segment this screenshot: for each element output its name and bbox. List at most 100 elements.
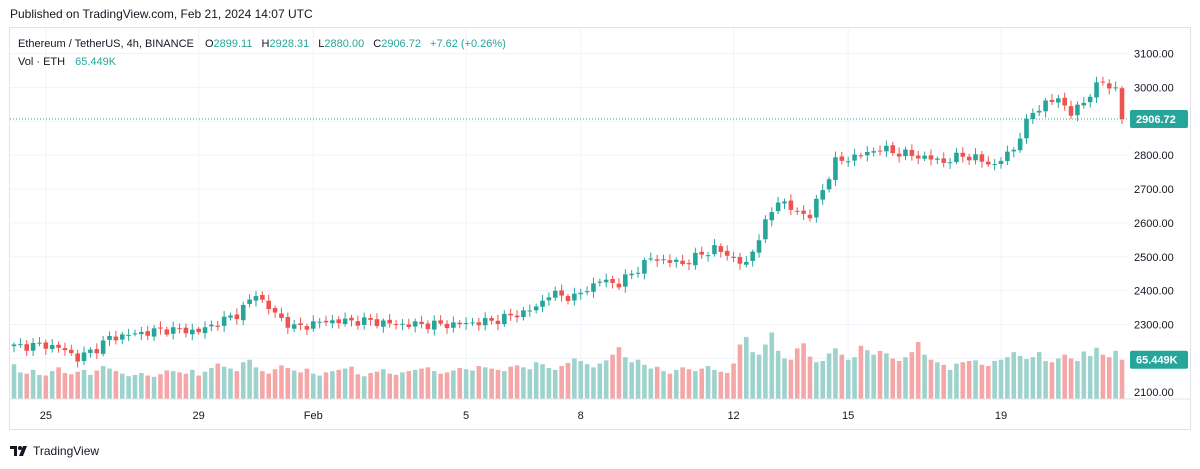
- volume-bar: [323, 372, 329, 399]
- volume-bar: [342, 368, 348, 399]
- volume-bar: [552, 369, 558, 399]
- volume-bar: [145, 375, 151, 399]
- volume-bar: [81, 369, 87, 399]
- candle-body: [431, 320, 437, 330]
- volume-bar: [514, 365, 520, 399]
- volume-bar: [183, 373, 189, 399]
- volume-bar: [1087, 355, 1093, 399]
- candle-body: [737, 256, 743, 264]
- volume-bar: [584, 364, 590, 399]
- candle-body: [393, 324, 399, 326]
- volume-bar: [177, 372, 182, 399]
- volume-bar: [979, 364, 985, 399]
- candle-body: [546, 297, 552, 301]
- volume-bar: [349, 366, 354, 399]
- volume-bar: [699, 368, 705, 399]
- volume-bar: [100, 366, 106, 399]
- candle-body: [406, 324, 412, 328]
- volume-bar: [266, 373, 272, 399]
- price-tick-label: 2400.00: [1134, 286, 1174, 298]
- candle-body: [183, 327, 189, 334]
- candle-body: [56, 344, 61, 348]
- volume-bar: [470, 370, 475, 399]
- volume-bar: [737, 344, 743, 399]
- volume-bar: [559, 366, 564, 399]
- volume-bar: [1081, 351, 1087, 399]
- candle-body: [132, 333, 138, 335]
- candle-body: [1030, 112, 1036, 119]
- candle-body: [903, 149, 908, 157]
- legend-volume-label: Vol · ETH: [18, 56, 66, 68]
- volume-bar: [680, 367, 685, 399]
- volume-bar: [49, 371, 55, 399]
- volume-bar: [973, 360, 978, 399]
- volume-bar: [438, 373, 443, 399]
- volume-bar: [985, 366, 991, 399]
- candle-body: [196, 328, 201, 333]
- candle-body: [1036, 110, 1042, 113]
- price-tick-label: 2500.00: [1134, 252, 1174, 264]
- volume-bar: [368, 373, 373, 399]
- volume-bar: [1094, 347, 1099, 399]
- volume-bar: [642, 364, 647, 399]
- candle-body: [552, 290, 558, 298]
- candle-body: [260, 295, 265, 300]
- volume-bar: [279, 365, 284, 399]
- volume-bar: [190, 369, 195, 399]
- volume-bar: [139, 373, 144, 399]
- volume-bar: [43, 375, 49, 399]
- volume-bar: [826, 353, 832, 399]
- volume-bar: [1005, 357, 1010, 399]
- volume-bar: [801, 343, 806, 399]
- candle-body: [438, 320, 443, 324]
- volume-bar: [858, 345, 864, 399]
- candle-body: [425, 323, 431, 330]
- volume-bar: [1043, 361, 1048, 399]
- price-tick-label: 2700.00: [1134, 184, 1174, 196]
- chart-frame[interactable]: 3100.003000.002900.002800.002700.002600.…: [9, 27, 1191, 430]
- candle-body: [572, 293, 577, 301]
- volume-bar: [693, 371, 698, 399]
- candle-body: [457, 322, 463, 325]
- candle-body: [985, 161, 991, 165]
- volume-bar: [463, 369, 469, 399]
- volume-bar: [336, 369, 342, 399]
- volume-bar: [890, 358, 896, 399]
- candle-body: [680, 260, 685, 265]
- candle-body: [349, 317, 354, 321]
- candlestick-chart[interactable]: 3100.003000.002900.002800.002700.002600.…: [10, 28, 1190, 429]
- candle-body: [648, 258, 654, 260]
- candle-body: [495, 320, 501, 325]
- candle-body: [374, 319, 380, 327]
- candle-body: [820, 190, 826, 200]
- volume-bar: [1119, 359, 1125, 399]
- volume-bar: [132, 374, 138, 399]
- volume-bar: [915, 342, 921, 399]
- candle-body: [75, 353, 80, 362]
- candle-body: [470, 322, 475, 324]
- candle-body: [1094, 82, 1099, 98]
- tradingview-logo[interactable]: TradingView: [10, 444, 99, 458]
- candle-body: [489, 318, 494, 321]
- candle-body: [215, 325, 221, 327]
- volume-bar: [202, 371, 208, 399]
- candle-body: [240, 304, 246, 321]
- volume-bar: [393, 374, 399, 399]
- candle-body: [858, 155, 864, 157]
- volume-bar: [763, 344, 768, 399]
- tradingview-icon: [10, 446, 27, 456]
- candle-body: [317, 321, 322, 323]
- volume-bar: [508, 366, 513, 399]
- candle-body: [1106, 83, 1112, 89]
- candle-body: [667, 260, 673, 263]
- candle-body: [890, 145, 896, 154]
- candle-body: [992, 164, 997, 166]
- candle-body: [673, 259, 679, 262]
- candle-body: [578, 292, 584, 295]
- volume-bar: [756, 354, 762, 399]
- candle-body: [814, 198, 819, 218]
- candle-body: [304, 326, 310, 330]
- candle-body: [139, 331, 144, 335]
- volume-bar: [94, 370, 100, 399]
- volume-bar: [285, 367, 291, 399]
